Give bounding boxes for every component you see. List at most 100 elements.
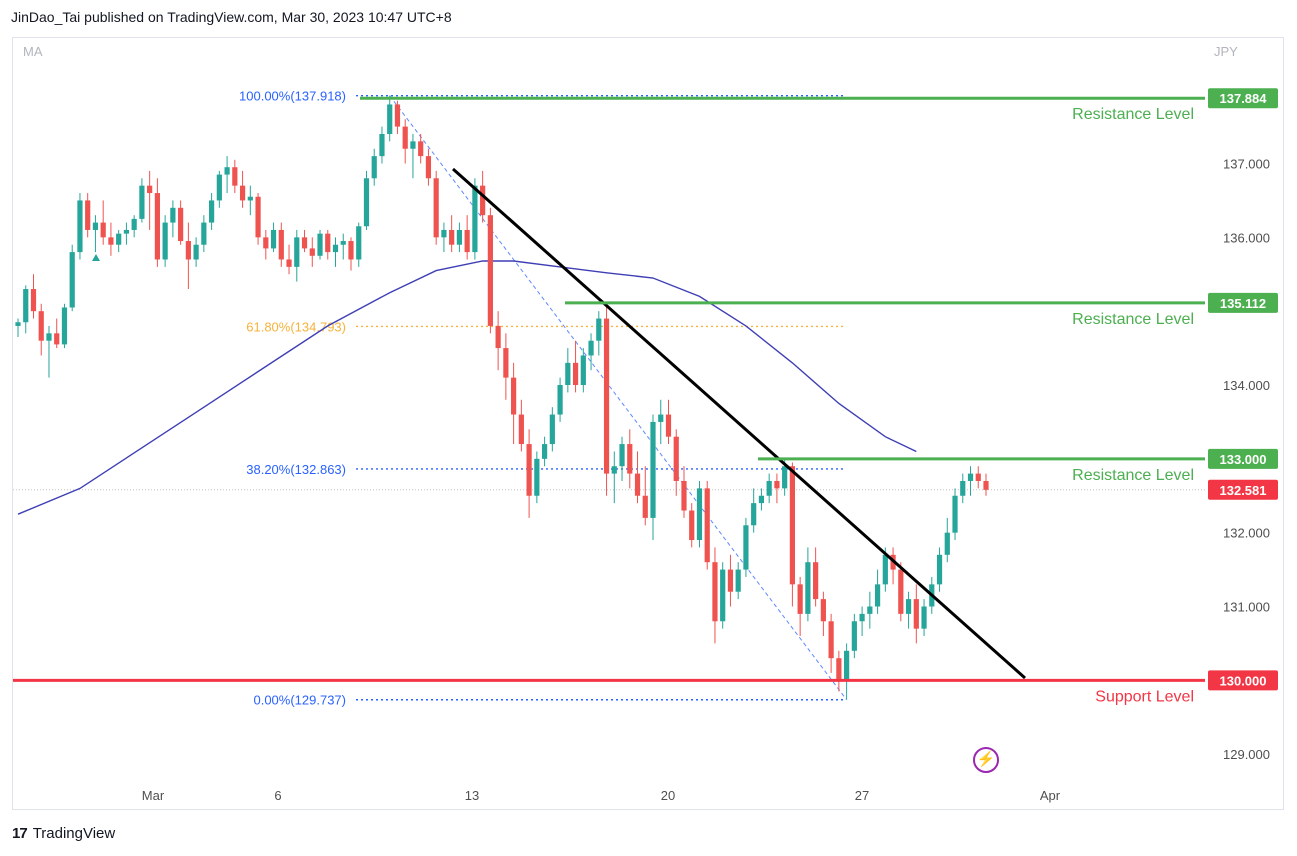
current-price-badge (1208, 479, 1278, 500)
candle-body-25 (209, 200, 215, 223)
fib-trend-line (389, 95, 848, 701)
level-name-3: Support Level (1095, 688, 1194, 705)
candle-body-24 (201, 222, 207, 245)
x-tick-label-5: Apr (1040, 788, 1061, 803)
candle-body-63 (503, 348, 509, 378)
candle-body-53 (425, 156, 432, 179)
level-price-badge-0 (1208, 88, 1278, 109)
candle-body-104 (820, 599, 826, 622)
candle-body-4 (46, 333, 52, 341)
candle-body-83 (658, 414, 664, 422)
level-price-text-2: 133.000 (1220, 452, 1267, 467)
candle-body-67 (534, 458, 540, 496)
candle-body-106 (836, 658, 842, 681)
candle-body-59 (472, 185, 478, 253)
candle-body-44 (356, 226, 362, 260)
candle-body-0 (15, 322, 21, 326)
candle-body-117 (921, 606, 927, 629)
fib-label-3: 0.00%(129.737) (253, 693, 346, 708)
level-name-1: Resistance Level (1072, 311, 1194, 328)
candle-body-93 (735, 569, 741, 592)
level-price-text-0: 137.884 (1220, 91, 1268, 106)
candle-body-102 (805, 562, 811, 614)
candle-body-96 (758, 495, 765, 504)
candle-body-111 (874, 584, 881, 607)
candle-body-57 (456, 229, 463, 245)
candle-body-112 (882, 554, 888, 585)
candle-body-50 (402, 126, 408, 149)
level-price-badge-1 (1208, 292, 1278, 313)
candle-body-85 (673, 436, 679, 481)
candle-body-89 (704, 488, 710, 563)
candle-body-10 (92, 222, 99, 230)
candle-body-115 (905, 599, 912, 614)
candle-body-109 (859, 613, 865, 622)
candle-body-122 (960, 480, 966, 496)
candle-body-48 (387, 104, 393, 134)
x-tick-label-0: Mar (142, 788, 165, 803)
current-price-text: 132.581 (1220, 483, 1267, 498)
candle-body-110 (867, 606, 873, 614)
indicator-label[interactable]: MA (23, 44, 43, 59)
y-tick-label-1: 131.000 (1223, 599, 1270, 614)
candle-body-49 (394, 104, 401, 127)
candle-body-32 (263, 237, 269, 249)
candle-body-31 (255, 196, 261, 238)
candle-body-37 (301, 237, 308, 249)
candle-body-17 (147, 185, 153, 194)
candle-body-21 (178, 207, 184, 242)
candle-body-101 (797, 584, 803, 614)
candle-body-119 (936, 554, 943, 585)
candle-body-116 (913, 599, 919, 629)
currency-label: JPY (1214, 44, 1238, 59)
candle-body-68 (541, 444, 548, 459)
candle-body-124 (975, 473, 981, 481)
lightning-icon[interactable]: ⚡ (973, 747, 999, 773)
candle-body-11 (100, 222, 106, 238)
candle-body-2 (30, 289, 37, 312)
candle-body-121 (952, 495, 958, 533)
candle-body-6 (61, 307, 68, 345)
level-price-text-1: 135.112 (1220, 296, 1266, 311)
x-tick-label-2: 13 (465, 788, 479, 803)
candle-body-97 (766, 480, 772, 496)
publisher-header: JinDao_Tai published on TradingView.com,… (11, 9, 452, 25)
candle-body-86 (681, 480, 687, 511)
candle-body-120 (944, 532, 950, 555)
chart-frame[interactable] (12, 37, 1284, 810)
candle-body-54 (433, 178, 439, 238)
candle-body-79 (627, 444, 633, 474)
candle-body-105 (828, 621, 834, 659)
candle-body-23 (193, 244, 199, 260)
candle-body-5 (54, 333, 60, 345)
candle-body-29 (239, 185, 246, 201)
candle-body-80 (634, 473, 641, 496)
candle-body-78 (619, 444, 625, 467)
candle-body-18 (154, 193, 160, 260)
candle-body-39 (317, 233, 323, 256)
candle-body-20 (170, 207, 176, 223)
fib-label-1: 61.80%(134.793) (246, 319, 346, 334)
candle-body-76 (603, 318, 610, 474)
x-tick-label-3: 20 (661, 788, 675, 803)
candle-body-74 (588, 340, 594, 356)
candle-body-43 (348, 241, 354, 260)
candle-body-7 (69, 252, 75, 308)
candle-body-92 (727, 569, 734, 592)
x-tick-label-4: 27 (855, 788, 869, 803)
candle-body-103 (813, 562, 819, 600)
level-price-badge-2 (1208, 448, 1278, 469)
y-tick-label-0: 129.000 (1223, 747, 1270, 762)
candle-body-61 (487, 215, 493, 326)
candle-body-9 (85, 200, 91, 230)
candle-body-16 (139, 185, 145, 219)
candle-body-38 (309, 248, 315, 256)
candle-body-14 (123, 229, 130, 234)
candle-body-87 (689, 510, 695, 541)
candle-body-88 (696, 488, 703, 541)
candle-body-8 (77, 200, 83, 253)
candle-body-46 (371, 156, 377, 179)
candle-body-41 (332, 244, 339, 253)
candle-body-28 (232, 167, 238, 186)
